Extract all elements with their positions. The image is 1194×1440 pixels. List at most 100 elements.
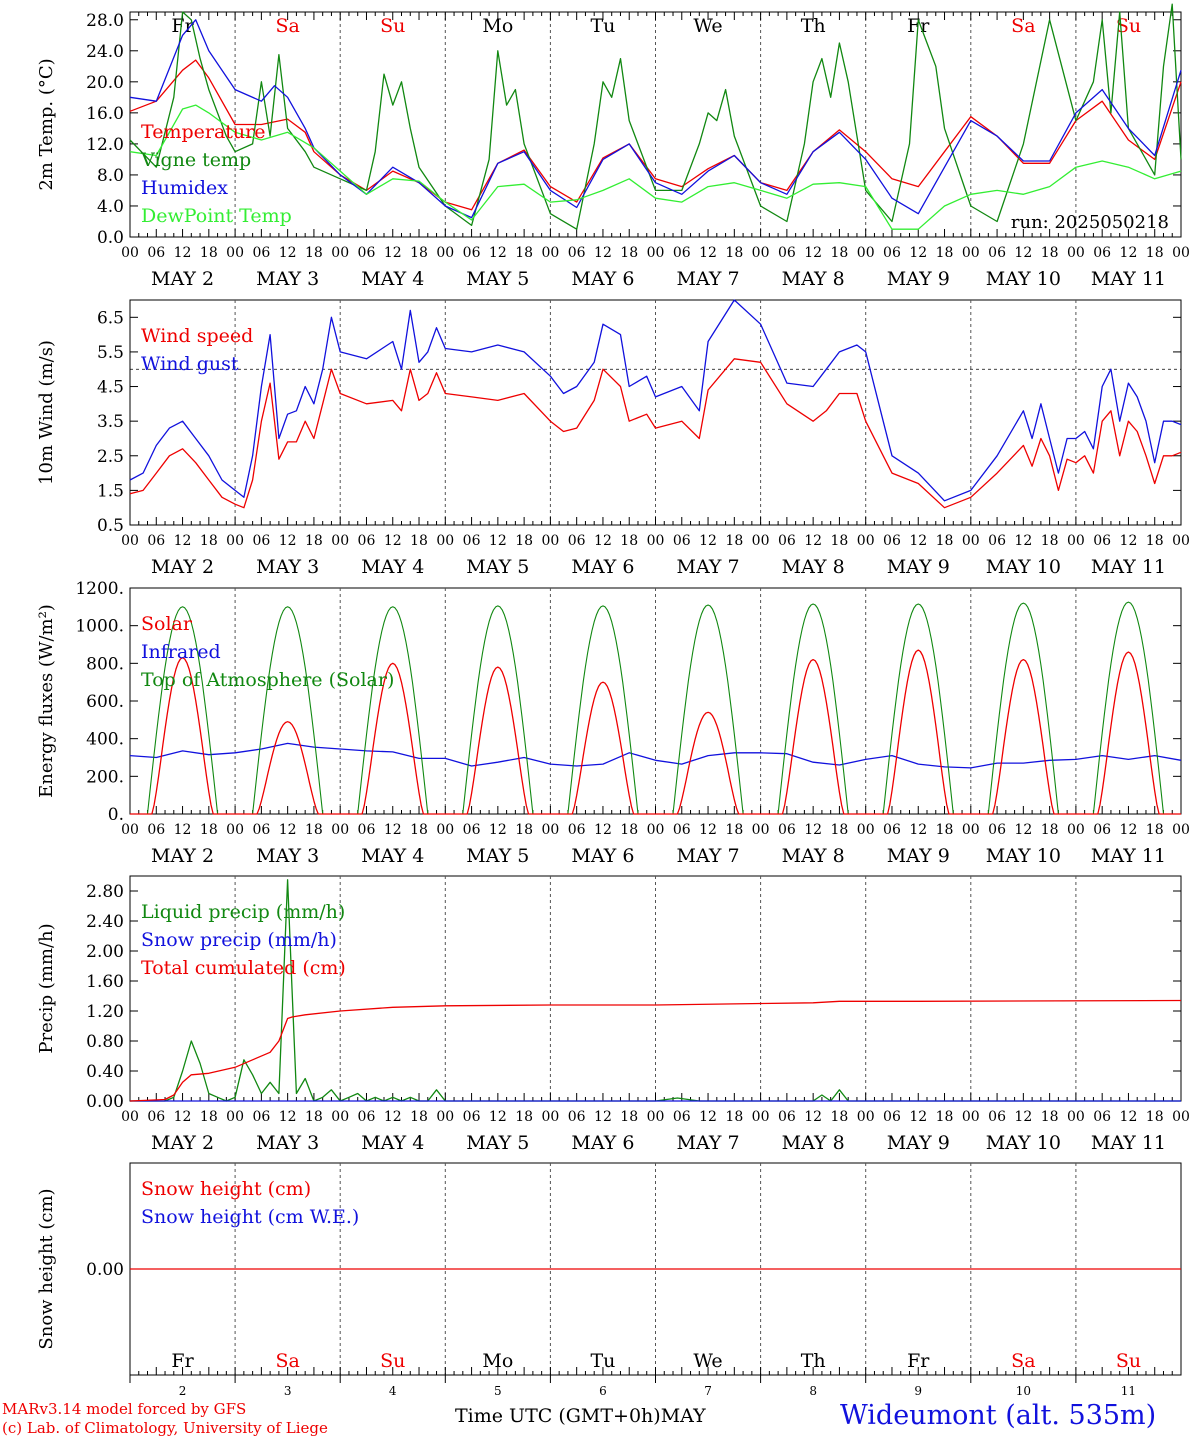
lab-credit: (c) Lab. of Climatology, University of L… [2,1419,328,1437]
hour-tick-label: 12 [174,533,192,549]
y-axis-label: 2m Temp. (°C) [36,58,57,190]
y-tick-label: 6.5 [97,308,124,328]
hour-tick-label: 06 [147,822,165,838]
day-number-label: 6 [599,1384,607,1398]
hour-tick-label: 00 [436,245,454,261]
hour-tick-label: 12 [699,245,717,261]
hour-tick-label: 12 [489,822,507,838]
hour-tick-label: 18 [410,1109,428,1125]
date-label: MAY 10 [986,1132,1061,1154]
hour-tick-label: 00 [1067,1109,1085,1125]
date-label: MAY 6 [571,845,634,867]
y-tick-label: 2.80 [86,882,124,902]
weekday-label: We [693,1350,722,1372]
date-label: MAY 2 [151,1132,214,1154]
hour-tick-label: 06 [778,822,796,838]
hour-tick-label: 06 [988,245,1006,261]
hour-tick-label: 12 [279,1109,297,1125]
day-number-label: 7 [704,1384,712,1398]
legend-entry: Top of Atmosphere (Solar) [141,669,394,691]
hour-tick-label: 18 [1041,245,1059,261]
model-credit: MARv3.14 model forced by GFS [2,1400,247,1418]
series-line-vigne-temp [129,3,1182,230]
date-label: MAY 6 [571,556,634,578]
hour-tick-label: 18 [831,822,849,838]
y-axis-label: Snow height (cm) [36,1188,57,1349]
weekday-label: Sa [1011,1350,1035,1372]
hour-tick-label: 06 [988,822,1006,838]
hour-tick-label: 06 [463,822,481,838]
y-tick-label: 2.00 [86,942,124,962]
hour-tick-label: 12 [594,245,612,261]
hour-tick-label: 18 [620,1109,638,1125]
hour-tick-label: 00 [226,822,244,838]
legend-entry: Wind speed [141,325,253,347]
hour-tick-label: 12 [174,822,192,838]
y-tick-label: 24.0 [86,42,124,62]
hour-tick-label: 06 [1093,533,1111,549]
hour-tick-label: 12 [804,822,822,838]
hour-tick-label: 12 [174,245,192,261]
y-tick-label: 2.5 [97,447,124,467]
hour-tick-label: 18 [515,1109,533,1125]
hour-tick-label: 06 [568,822,586,838]
hour-tick-label: 18 [831,533,849,549]
hour-tick-label: 06 [988,1109,1006,1125]
hour-tick-label: 18 [410,533,428,549]
date-label: MAY 5 [466,268,529,290]
hour-tick-label: 18 [1146,822,1164,838]
hour-tick-label: 12 [699,1109,717,1125]
weekday-label: Sa [1011,15,1035,37]
date-label: MAY 5 [466,1132,529,1154]
hour-tick-label: 06 [673,245,691,261]
hour-tick-label: 12 [909,533,927,549]
hour-tick-label: 18 [725,245,743,261]
hour-tick-label: 00 [1067,533,1085,549]
hour-tick-label: 00 [226,245,244,261]
hour-tick-label: 18 [515,533,533,549]
hour-tick-label: 06 [252,533,270,549]
hour-tick-label: 18 [936,245,954,261]
hour-tick-label: 00 [1172,533,1190,549]
hour-tick-label: 18 [1146,1109,1164,1125]
hour-tick-label: 18 [620,245,638,261]
day-number-label: 4 [389,1384,397,1398]
weekday-label: Fr [171,15,194,37]
hour-tick-label: 18 [305,245,323,261]
hour-tick-label: 06 [568,245,586,261]
hour-tick-label: 00 [331,245,349,261]
y-tick-label: 4.0 [97,197,124,217]
panel-2: 0.5 1.5 2.5 3.5 4.5 5.5 6.5 10m Wind (m/s) 00 06 1… [36,299,1190,578]
hour-tick-label: 06 [568,1109,586,1125]
hour-tick-label: 18 [200,1109,218,1125]
hour-tick-label: 12 [909,245,927,261]
hour-tick-label: 18 [620,822,638,838]
y-axis-label: Energy fluxes (W/m²) [36,604,57,798]
hour-tick-label: 18 [305,533,323,549]
series-line-total-cumulated-cm- [129,999,1182,1102]
series-line-humidex [129,19,1182,219]
date-label: MAY 3 [256,556,319,578]
date-label: MAY 7 [677,1132,740,1154]
hour-tick-label: 00 [1172,822,1190,838]
hour-tick-label: 06 [358,1109,376,1125]
hour-tick-label: 06 [778,245,796,261]
hour-tick-label: 00 [962,533,980,549]
hour-tick-label: 00 [121,822,139,838]
hour-tick-label: 18 [725,533,743,549]
day-number-label: 8 [809,1384,817,1398]
hour-tick-label: 00 [436,533,454,549]
date-label: MAY 8 [782,556,845,578]
panel-1: 0.0 4.0 8.0 12.0 16.0 20.0 24.0 28.0 2m Temp. (°… [36,3,1190,290]
hour-tick-label: 12 [279,533,297,549]
panel-3: 0. 200. 400. 600. 800. 1000. 1200. Energy fluxe… [36,579,1190,867]
weekday-label: Fr [907,15,930,37]
date-label: MAY 3 [256,845,319,867]
date-label: MAY 5 [466,845,529,867]
hour-tick-label: 18 [1146,245,1164,261]
weekday-label: Tu [590,1350,615,1372]
hour-tick-label: 00 [857,1109,875,1125]
weekday-label: Sa [275,15,299,37]
date-label: MAY 11 [1091,556,1166,578]
y-tick-label: 0.5 [97,516,124,536]
